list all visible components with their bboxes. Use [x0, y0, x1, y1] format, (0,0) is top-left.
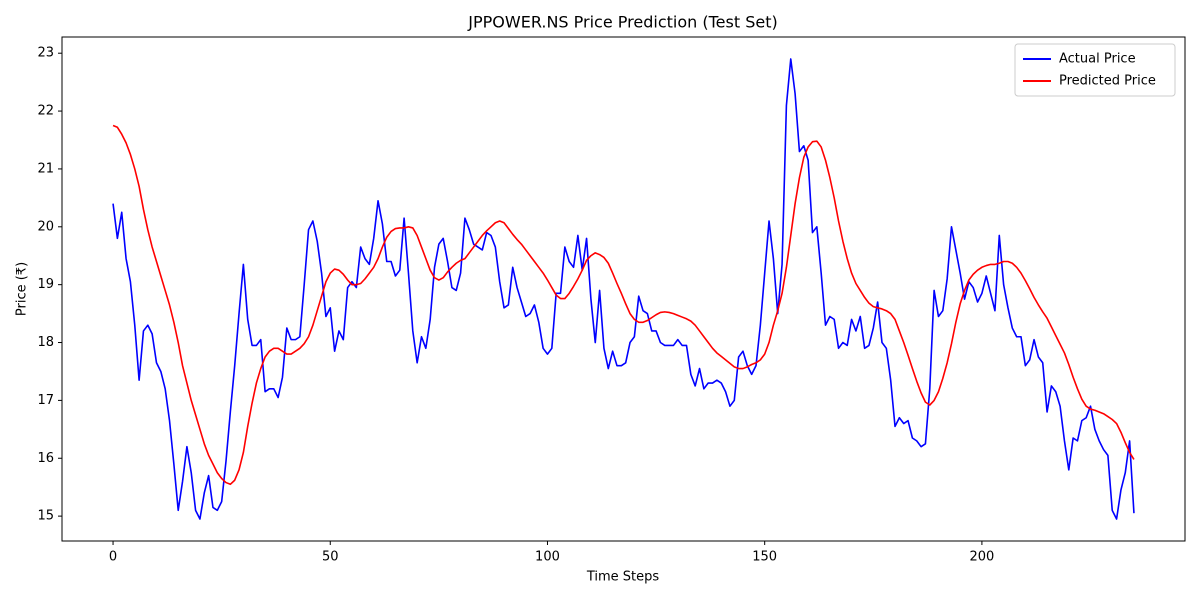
x-axis-label: Time Steps	[586, 570, 660, 585]
chart-title: JPPOWER.NS Price Prediction (Test Set)	[467, 13, 777, 32]
x-tick-label: 0	[109, 550, 117, 565]
y-tick-label: 19	[37, 277, 54, 292]
plot-frame	[61, 36, 1186, 542]
legend-label: Predicted Price	[1059, 74, 1156, 89]
y-tick-label: 18	[37, 335, 54, 350]
legend-box	[1014, 43, 1176, 97]
y-tick-label: 22	[37, 104, 54, 119]
series-line	[112, 124, 1135, 486]
y-tick-label: 16	[37, 451, 54, 466]
y-tick-label: 21	[37, 161, 54, 176]
y-tick-label: 17	[37, 393, 54, 408]
x-tick-label: 50	[322, 550, 339, 565]
y-tick-label: 23	[37, 46, 54, 61]
legend-label: Actual Price	[1059, 52, 1136, 67]
y-axis-label: Price (₹)	[15, 262, 30, 316]
series-line	[112, 58, 1135, 520]
x-tick-label: 150	[752, 550, 777, 565]
x-tick-label: 100	[535, 550, 560, 565]
y-tick-label: 15	[37, 509, 54, 524]
y-tick-label: 20	[37, 219, 54, 234]
x-tick-label: 200	[969, 550, 994, 565]
